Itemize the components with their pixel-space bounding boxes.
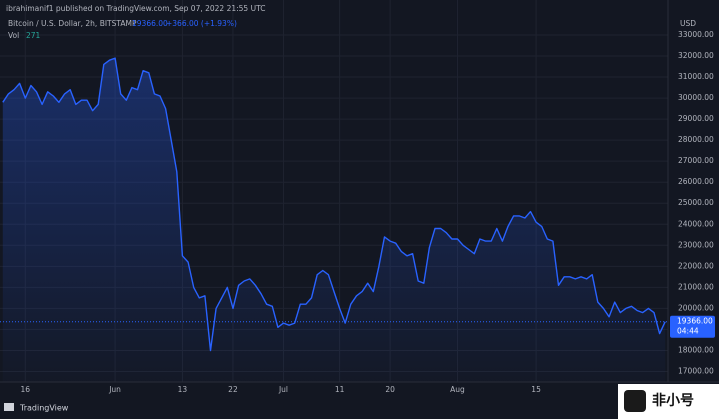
axes: 17000.0018000.0019000.0020000.0021000.00… [20, 30, 715, 394]
y-tick-label: 26000.00 [678, 177, 714, 186]
y-tick-label: 21000.00 [678, 282, 714, 291]
footer: TradingView [19, 404, 69, 413]
publisher-note: ibrahimanif1 published on TradingView.co… [6, 4, 265, 13]
price-tag-label: 19366.00 [677, 317, 713, 326]
y-tick-label: 28000.00 [678, 135, 714, 144]
y-tick-label: 25000.00 [678, 198, 714, 207]
x-tick-label: 22 [228, 385, 238, 394]
symbol: Bitcoin / U.S. Dollar, 2h, BITSTAMP [8, 19, 137, 28]
y-tick-label: 32000.00 [678, 51, 714, 60]
x-tick-label: Aug [450, 385, 465, 394]
watermark-icon [624, 390, 646, 412]
x-tick-label: 15 [531, 385, 541, 394]
volume-label: Vol [8, 31, 19, 40]
plot [0, 57, 668, 382]
y-tick-label: 29000.00 [678, 114, 714, 123]
y-tick-label: 31000.00 [678, 72, 714, 81]
y-tick-label: 24000.00 [678, 219, 714, 228]
y-tick-label: 22000.00 [678, 261, 714, 270]
logo [4, 403, 14, 411]
y-tick-label: 30000.00 [678, 93, 714, 102]
watermark: 非小号 [652, 392, 694, 409]
y-tick-label: 33000.00 [678, 30, 714, 39]
area [2, 58, 666, 382]
x-tick-label: 16 [20, 385, 30, 394]
volume-value: 271 [26, 31, 41, 40]
y-tick-label: 18000.00 [678, 345, 714, 354]
x-tick-label: 13 [178, 385, 188, 394]
last-price: 19366.00 [132, 19, 168, 28]
x-tick-label: Jul [278, 385, 288, 394]
y-axis-label: USD [680, 19, 696, 28]
price-tag [670, 315, 715, 338]
countdown: 04:44 [677, 327, 699, 336]
y-tick-label: 23000.00 [678, 240, 714, 249]
y-tick-label: 20000.00 [678, 303, 714, 312]
x-tick-label: Jun [108, 385, 121, 394]
y-tick-label: 27000.00 [678, 156, 714, 165]
x-tick-label: 11 [335, 385, 345, 394]
x-tick-label: 20 [385, 385, 395, 394]
change: +366.00 (+1.93%) [166, 19, 237, 28]
y-tick-label: 17000.00 [678, 366, 714, 375]
price-line [2, 57, 666, 352]
